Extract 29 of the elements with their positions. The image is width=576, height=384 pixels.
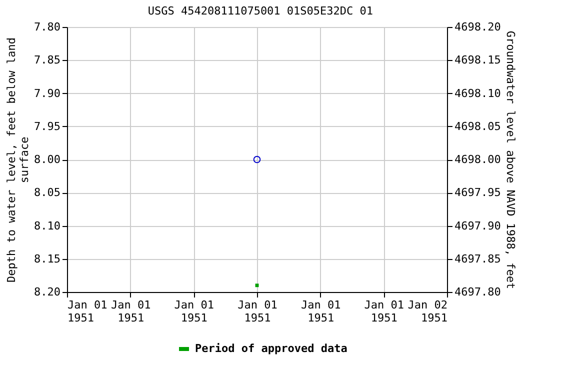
y-tick-label: 8.00	[34, 153, 60, 166]
y2-tick-label: 4698.15	[454, 54, 501, 67]
y-axis-title: Depth to water level, feet below land surface	[5, 37, 32, 283]
y2-tick-label: 4697.85	[454, 252, 501, 266]
y-tick-label: 7.95	[34, 120, 60, 133]
y2-axis-title: Groundwater level above NAVD 1988, feet	[504, 30, 517, 290]
y-tick-label: 7.80	[34, 20, 60, 34]
y-tick-label: 8.05	[34, 186, 60, 200]
y-tick-label: 7.90	[34, 86, 60, 100]
x-tick-label: Jan 01 1951	[364, 298, 404, 324]
y2-tick-label: 4697.95	[454, 186, 501, 200]
x-tick-label: Jan 01 1951	[110, 298, 151, 324]
chart-title: USGS 454208111075001 01S05E32DC 01	[148, 4, 374, 18]
y2-tick-label: 4698.05	[454, 120, 501, 133]
y-tick-label: 8.15	[34, 252, 60, 266]
y-tick-label: 8.20	[34, 286, 60, 298]
x-tick-label: Jan 01 1951	[238, 298, 278, 324]
x-tick-label: Jan 01 1951	[174, 298, 214, 324]
y-tick-label: 8.10	[34, 219, 60, 232]
x-tick-label: Jan 01 1951	[68, 298, 108, 324]
y2-tick-label: 4698.20	[454, 20, 501, 34]
x-tick-label: Jan 02 1951	[408, 298, 448, 324]
y2-tick-label: 4697.80	[454, 286, 501, 298]
legend-label: Period of approved data	[195, 342, 348, 355]
x-tick-label: Jan 01 1951	[300, 298, 341, 324]
y-tick-label: 7.85	[34, 54, 60, 67]
y2-tick-label: 4698.10	[454, 86, 501, 100]
y2-tick-label: 4698.00	[454, 153, 501, 166]
y2-tick-label: 4697.90	[454, 219, 501, 232]
